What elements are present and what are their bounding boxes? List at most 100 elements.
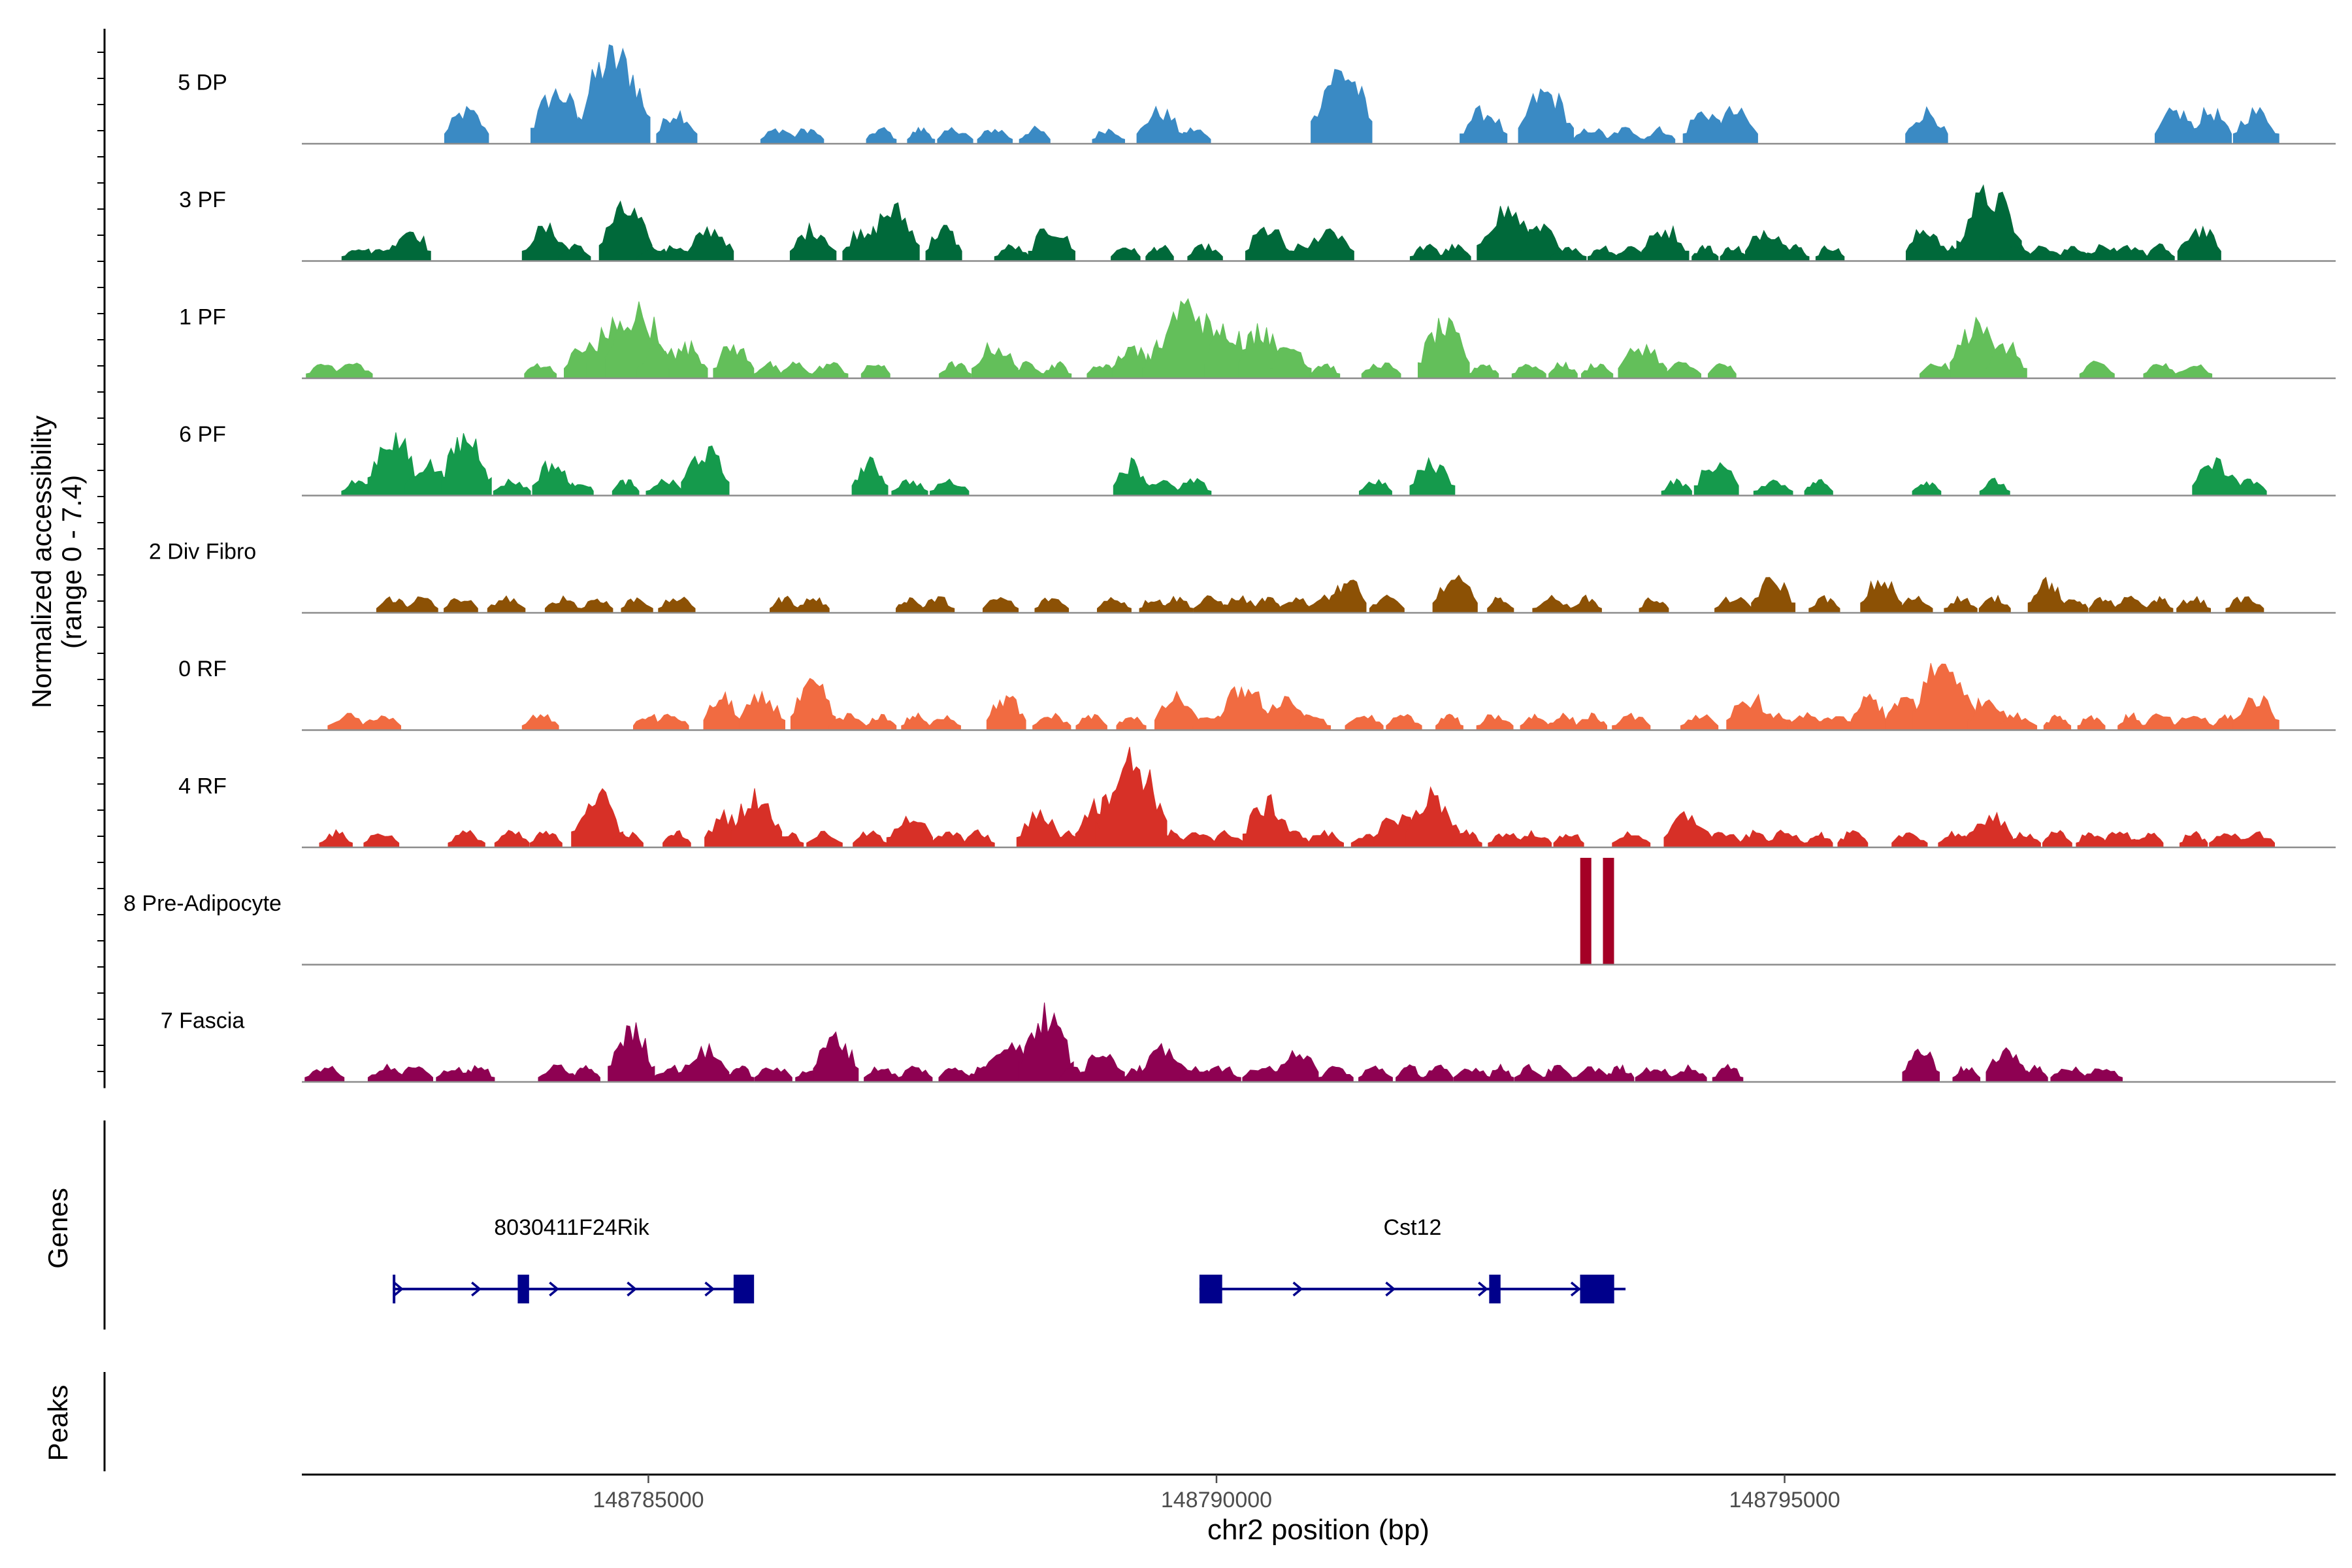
coverage-peak [1912,662,1976,730]
coverage-peak [361,715,401,730]
track-1-pf: 1 PF [179,298,2336,380]
coverage-peak [2077,715,2106,730]
genes-panel-label: Genes [42,1188,73,1269]
coverage-peak [2234,478,2267,496]
coverage-peak [444,598,478,613]
coverage-peak [1712,1064,1744,1083]
coverage-peak [1081,1054,1125,1083]
coverage-peak [1837,830,1869,848]
coverage-peak [487,595,526,613]
coverage-peak [1751,577,1796,613]
coverage-peak [367,432,418,496]
coverage-peak [1532,595,1571,613]
coverage-peak [1476,714,1514,730]
coverage-peak [388,231,431,261]
coverage-peak [1019,125,1051,144]
left-y-axis [97,29,106,1088]
coverage-peak [608,832,644,848]
track-label: 2 Div Fibro [149,540,256,564]
coverage-peak [688,226,734,261]
coverage-peak [986,694,1026,730]
strand-arrow [1292,1281,1303,1297]
coverage-peak [828,713,867,730]
coverage-peak [1607,127,1645,144]
coverage-peak [1423,1064,1454,1083]
coverage-peak [1358,1065,1393,1083]
track-label: 5 DP [178,71,227,95]
track-2-div-fibro: 2 Div Fibro [149,540,2336,614]
coverage-peak [1092,128,1125,144]
coverage-peak [621,597,653,613]
coverage-peak [653,713,689,730]
coverage-peak [1113,457,1150,496]
coverage-peak [1644,125,1676,144]
coverage-peak [1891,832,1928,848]
coverage-peak [578,44,651,144]
coverage-peak [521,714,559,730]
coverage-peak [866,127,897,144]
coverage-peak [1306,228,1354,261]
coverage-peak [2237,831,2275,848]
gene-exon [393,1275,396,1303]
x-tick-label: 148785000 [593,1488,704,1512]
coverage-peak [1542,1064,1573,1083]
strand-arrow [393,1281,404,1297]
coverage-peak [1581,363,1614,379]
strand-arrow [1570,1281,1581,1297]
coverage-peak [662,830,691,848]
x-tick-label: 148795000 [1729,1488,1840,1512]
coverage-peak [1075,713,1107,730]
coverage-peak [724,1065,755,1083]
track-4-rf: 4 RF [178,747,2336,849]
coverage-peak [493,478,531,496]
track-7-fascia: 7 Fascia [161,1002,2336,1083]
coverage-peak [1518,223,1563,261]
coverage-peak [1160,595,1194,613]
coverage-peak [1435,713,1463,730]
coverage-peak [544,595,582,613]
x-axis: 148785000 148790000 148795000 [302,1473,2336,1512]
coverage-peak [2175,364,2213,379]
coverage-peak [1518,88,1574,144]
coverage-peak [1439,243,1471,261]
coverage-peak [779,361,813,379]
strand-arrow [704,1281,715,1297]
coverage-peak [1663,361,1701,379]
coverage-peak [1136,105,1183,144]
y-axis-title-line2: (range 0 - 7.4) [56,475,87,649]
coverage-peak [681,1042,730,1083]
coverage-peak [530,830,563,848]
coverage-peak [2083,1068,2123,1083]
track-3-pf: 3 PF [179,184,2336,262]
coverage-peak [461,1065,495,1083]
coverage-peak [571,788,624,848]
coverage-peak [1548,361,1578,379]
gene-exon [1580,1275,1614,1303]
coverage-peak [333,363,373,379]
coverage-peak [977,129,1013,144]
gene-cst12: Cst12 [1199,1215,1626,1303]
coverage-peak [1905,106,1948,144]
strand-arrow [549,1281,560,1297]
coverage-peak [1111,247,1141,261]
coverage-peak [1318,1066,1354,1083]
coverage-peak [1032,713,1071,730]
coverage-peak [363,833,400,848]
coverage-peak [404,596,438,613]
track-label: 3 PF [179,188,226,212]
coverage-peak [1309,363,1341,379]
coverage-peak [1726,693,1775,730]
coverage-peak [1361,362,1401,379]
coverage-peak [2021,1064,2048,1083]
coverage-peak [790,678,836,730]
coverage-peak [1612,712,1651,730]
coverage-peak [713,344,755,379]
coverage-peak [1311,69,1373,144]
coverage-peak [813,1031,859,1083]
coverage-peak [1220,686,1269,730]
coverage-peak [1956,184,2022,261]
coverage-peak [598,200,653,261]
coverage-peak [1273,1049,1319,1083]
coverage-peak [304,1066,345,1083]
gene-exon [517,1275,529,1303]
